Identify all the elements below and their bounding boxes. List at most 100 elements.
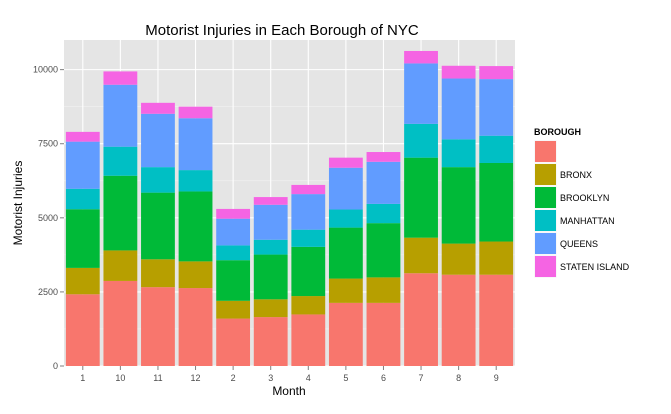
legend-label: MANHATTAN [560,216,615,226]
x-tick-label: 9 [494,373,499,383]
bar-segment [291,229,326,247]
bar-segment [441,139,476,168]
bar-segment [65,294,100,366]
bar-segment [404,123,438,158]
bar-segment [441,243,476,275]
axis-layer: 0 2500 5000 7500 10000 1 10 11 12 2 3 4 5 6 7 8 9 [33,65,499,383]
bar-segment [404,50,438,64]
bar-segment [291,296,326,315]
bar-segment [178,288,213,366]
bar-segment [441,78,476,140]
bar-segment [178,261,213,289]
bar-segment [479,66,514,80]
bar-segment [178,106,213,119]
bar-segment [479,79,514,136]
bar-segment [253,317,288,366]
x-tick-label: 2 [231,373,236,383]
bar-segment [291,314,326,366]
bar-segment [103,84,138,147]
y-tick-label: 2500 [38,287,58,297]
bar-segment [404,237,438,274]
bar-segment [141,113,175,168]
bar-segment [479,274,514,366]
bar-segment [366,302,401,366]
bar-segment [366,277,401,303]
x-tick-label: 5 [343,373,348,383]
legend-key-swatch [535,256,556,277]
bar-segment [404,63,438,124]
y-tick-label: 10000 [33,65,58,75]
plot-panel [64,40,515,366]
bar-segment [366,203,401,224]
x-tick-label: 6 [381,373,386,383]
bar-segment [328,209,363,228]
legend-key-swatch [535,233,556,254]
bar-segment [328,227,363,279]
x-tick-label: 10 [115,373,125,383]
bar-segment [216,218,251,246]
bar-segment [65,131,100,142]
bar-segment [216,260,251,301]
bar-segment [404,157,438,238]
bar-segment [216,245,251,261]
bar-segment [216,300,251,319]
bar-segment [103,175,138,251]
bar-segment [366,223,401,278]
legend-key-swatch [535,164,556,185]
x-tick-label: 11 [153,373,162,383]
legend-label: BROOKLYN [560,193,609,203]
bar-segment [328,167,363,210]
y-tick-label: 0 [53,361,58,371]
bar-segment [65,141,100,189]
x-tick-label: 8 [456,373,461,383]
x-tick-label: 4 [306,373,311,383]
bar-segment [141,167,175,193]
x-tick-label: 12 [191,373,201,383]
x-tick-label: 7 [419,373,424,383]
bar-segment [441,167,476,244]
bar-segment [103,146,138,176]
bar-segment [65,188,100,210]
legend-label: BRONX [560,170,592,180]
legend: BOROUGH BRONX BROOKLYN MANHATTAN QUEENS STAT… [533,127,630,279]
bar-segment [178,170,213,192]
y-axis-title: Motorist Injuries [11,161,25,246]
bar-layer [65,50,514,366]
bar-segment [253,239,288,255]
bar-segment [479,135,514,163]
chart-title: Motorist Injuries in Each Borough of NYC [145,22,419,39]
bar-segment [141,192,175,260]
legend-key-swatch [535,210,556,231]
bar-segment [328,157,363,168]
bar-segment [253,299,288,318]
x-axis-title: Month [272,384,305,398]
bar-segment [141,102,175,114]
bar-segment [479,241,514,275]
bar-segment [178,191,213,262]
x-tick-label: 1 [80,373,85,383]
bar-segment [441,274,476,366]
legend-key-swatch [535,141,556,162]
legend-title: BOROUGH [534,127,581,137]
legend-label: QUEENS [560,239,598,249]
bar-segment [103,280,138,366]
y-tick-label: 5000 [38,213,58,223]
bar-segment [253,204,288,240]
bar-segment [291,184,326,195]
bar-segment [65,267,100,295]
bar-segment [328,302,363,366]
bar-segment [141,287,175,366]
legend-label: STATEN ISLAND [560,262,630,272]
bar-segment [479,162,514,242]
bar-segment [253,197,288,205]
bar-segment [65,209,100,268]
bar-segment [366,152,401,162]
bar-segment [404,273,438,366]
bar-segment [141,259,175,288]
bar-segment [328,278,363,303]
bar-segment [291,194,326,230]
bar-segment [253,254,288,300]
y-tick-label: 7500 [38,139,58,149]
